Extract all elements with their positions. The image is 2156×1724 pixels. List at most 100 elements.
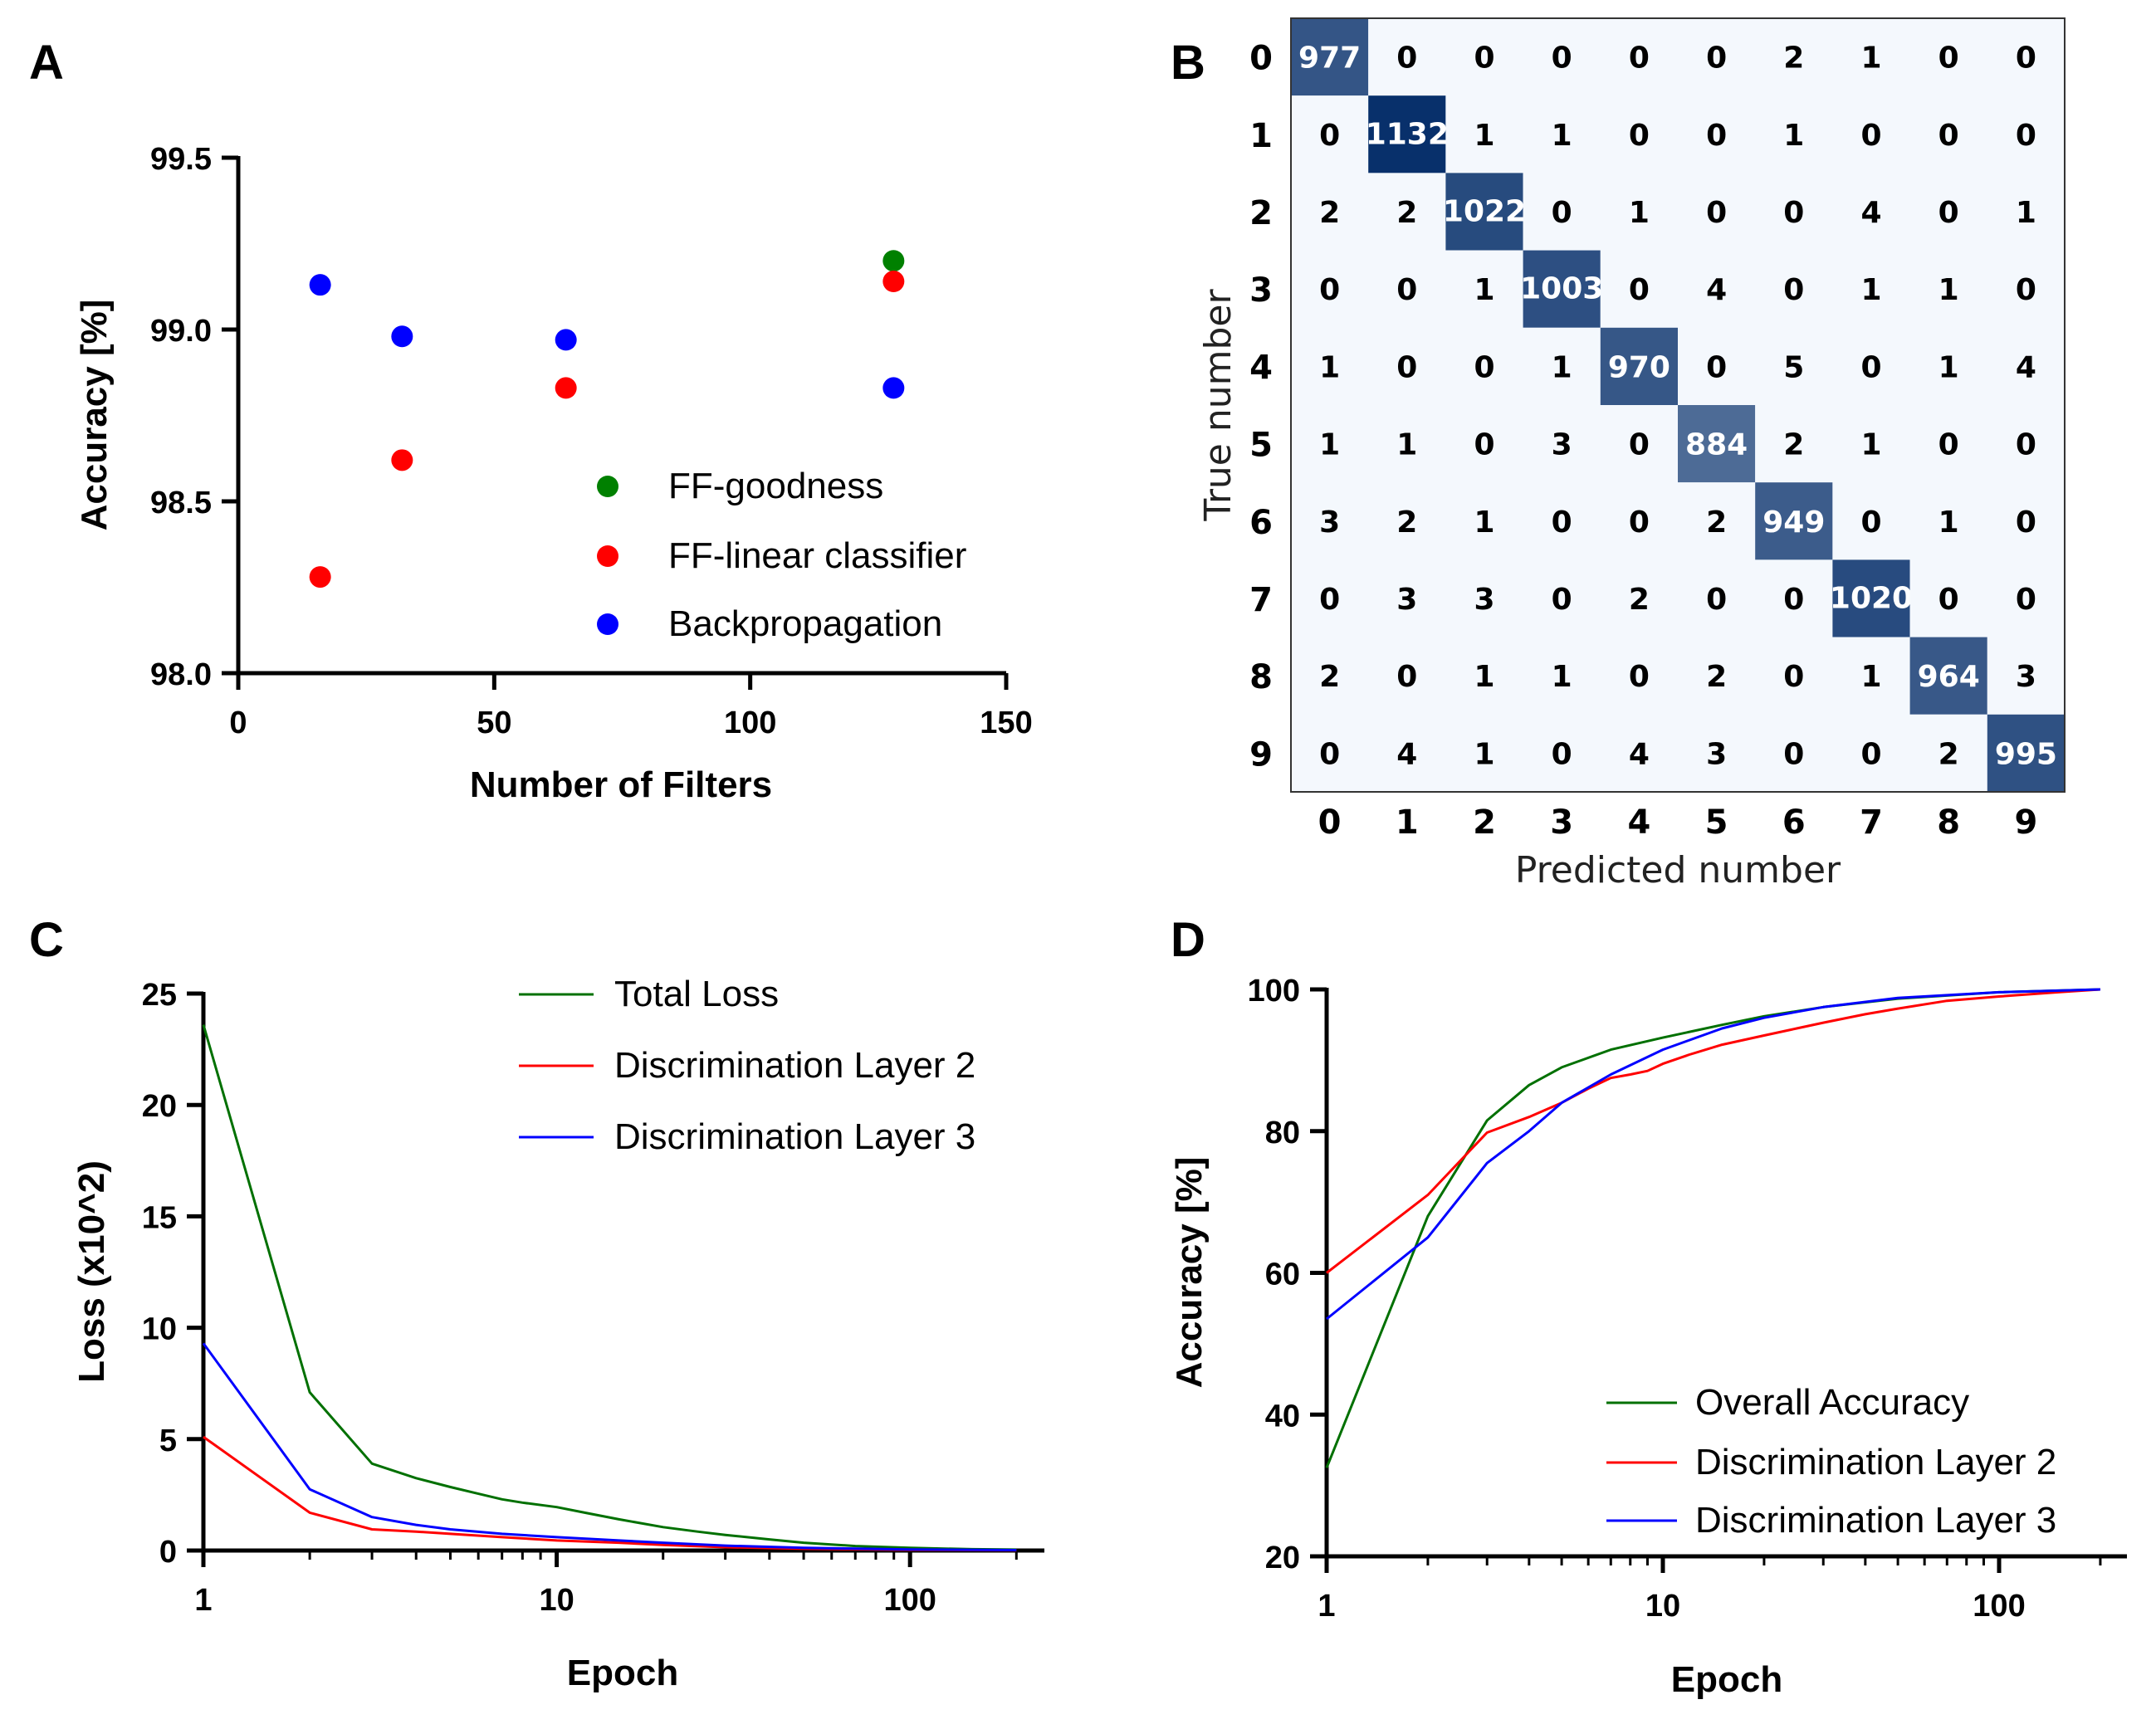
matrix-cell-value: 4 [1860, 196, 1881, 230]
matrix-cell-value: 970 [1608, 350, 1670, 384]
data-point-ff-linear-classifier [555, 377, 577, 399]
matrix-cell-value: 3 [1319, 505, 1340, 540]
matrix-cell [1600, 18, 1678, 96]
matrix-cell-value: 0 [1706, 119, 1727, 153]
matrix-cell-value: 0 [1860, 119, 1881, 153]
matrix-cell [1755, 482, 1833, 560]
matrix-cell [1291, 18, 1369, 96]
row-tick-label: 8 [1249, 658, 1273, 696]
matrix-cell [1987, 250, 2065, 328]
matrix-cell-value: 2 [1783, 42, 1804, 76]
matrix-cell [1678, 95, 1756, 173]
matrix-cell-value: 1 [1552, 350, 1572, 384]
matrix-cell-value: 2 [1938, 737, 1959, 771]
matrix-cell [1523, 405, 1601, 483]
column-tick-label: 5 [1705, 803, 1728, 842]
matrix-cell-value: 0 [1783, 273, 1804, 307]
matrix-cell [1678, 714, 1756, 792]
row-tick-label: 7 [1249, 581, 1273, 619]
legend-label-ff-linear-classifier: FF-linear classifier [668, 535, 966, 576]
matrix-cell [1600, 714, 1678, 792]
x-tick-label: 0 [229, 706, 247, 740]
series-line-discrimination-layer-2 [1326, 988, 2101, 1274]
matrix-cell [1678, 482, 1756, 560]
matrix-cell [1678, 18, 1756, 96]
matrix-cell-value: 1 [1860, 273, 1881, 307]
data-point-backpropagation [882, 377, 905, 399]
matrix-cell [1445, 637, 1523, 715]
matrix-cell-value: 0 [1938, 42, 1959, 76]
matrix-cell [1909, 559, 1987, 637]
row-tick-label: 1 [1249, 117, 1273, 155]
panel-c: C 1 10 100 0 5 10 15 20 25 Epoch Loss (x10^2) Total … [29, 913, 1044, 1693]
matrix-cell-value: 0 [1474, 428, 1494, 462]
matrix-cell-value: 1 [1629, 196, 1650, 230]
matrix-cell-value: 0 [1396, 42, 1417, 76]
matrix-cell [1987, 95, 2065, 173]
x-tick-label: 100 [1973, 1589, 2025, 1624]
matrix-cell-value: 1132 [1366, 117, 1449, 151]
matrix-cell-value: 0 [1783, 196, 1804, 230]
matrix-cell [1600, 95, 1678, 173]
matrix-cell-value: 0 [1860, 737, 1881, 771]
matrix-cell-value: 0 [1629, 273, 1650, 307]
matrix-cell-value: 0 [1938, 196, 1959, 230]
y-tick-label: 99.5 [150, 142, 212, 177]
matrix-cell-value: 0 [1552, 196, 1572, 230]
matrix-cell [1987, 405, 2065, 483]
matrix-cell-value: 0 [1706, 42, 1727, 76]
y-axis-title: Loss (x10^2) [71, 1160, 112, 1383]
matrix-cell-value: 0 [1629, 119, 1650, 153]
matrix-cell [1909, 637, 1987, 715]
column-tick-label: 4 [1627, 803, 1650, 842]
matrix-cell [1832, 173, 1910, 251]
matrix-cell [1523, 18, 1601, 96]
y-tick-label: 25 [142, 978, 177, 1013]
matrix-cell [1523, 95, 1601, 173]
legend-label-discrimination-layer-2: Discrimination Layer 2 [614, 1045, 975, 1086]
data-point-backpropagation [555, 329, 577, 351]
row-tick-label: 0 [1249, 40, 1273, 78]
matrix-cell-value: 1 [1319, 350, 1340, 384]
row-tick-label: 3 [1249, 271, 1273, 310]
y-tick-label: 60 [1265, 1258, 1300, 1292]
x-tick-label: 150 [980, 706, 1032, 740]
matrix-cell [1291, 482, 1369, 560]
matrix-cell [1755, 95, 1833, 173]
matrix-cell-value: 1 [1860, 42, 1881, 76]
matrix-cell-value: 2 [1319, 660, 1340, 694]
series-line-discrimination-layer-3 [1326, 988, 2100, 1321]
matrix-cell-value: 5 [1783, 350, 1804, 384]
matrix-cell-value: 0 [2016, 583, 2036, 617]
matrix-cell [1291, 714, 1369, 792]
matrix-cell-value: 1 [1474, 119, 1494, 153]
matrix-cell-value: 3 [2016, 660, 2036, 694]
matrix-cell-value: 0 [1938, 119, 1959, 153]
matrix-cell-value: 1 [1396, 428, 1417, 462]
matrix-cell-value: 977 [1298, 42, 1361, 76]
matrix-cell [1291, 405, 1369, 483]
matrix-cell [1832, 559, 1910, 637]
matrix-cell-value: 949 [1762, 505, 1825, 540]
matrix-cell [1832, 18, 1910, 96]
matrix-cell [1987, 18, 2065, 96]
matrix-cell [1755, 250, 1833, 328]
matrix-cell [1368, 327, 1446, 405]
x-tick-label: 50 [477, 706, 511, 740]
matrix-cell [1755, 405, 1833, 483]
matrix-cell [1445, 327, 1523, 405]
matrix-cell [1909, 95, 1987, 173]
matrix-cell [1987, 482, 2065, 560]
matrix-cell [1368, 18, 1446, 96]
matrix-cell-value: 0 [1552, 583, 1572, 617]
matrix-cell [1832, 637, 1910, 715]
legend-label-overall-accuracy: Overall Accuracy [1695, 1382, 1969, 1423]
x-axis-title: Epoch [1671, 1659, 1782, 1700]
matrix-cell [1523, 637, 1601, 715]
matrix-cell [1368, 95, 1446, 173]
matrix-cell-value: 1 [1474, 737, 1494, 771]
matrix-cell-value: 0 [1706, 196, 1727, 230]
y-tick-label: 100 [1248, 974, 1300, 1009]
matrix-cell-value: 0 [1474, 350, 1494, 384]
